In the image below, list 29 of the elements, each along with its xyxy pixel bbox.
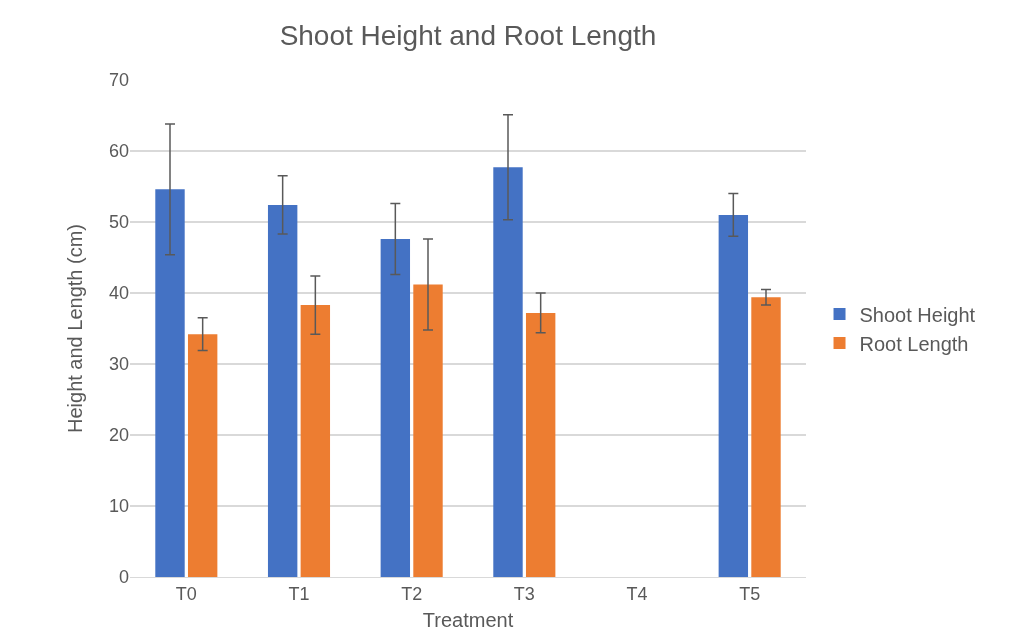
- x-tick-label: T5: [739, 583, 761, 604]
- y-tick-label: 0: [118, 567, 129, 588]
- y-tick-label: 20: [108, 425, 129, 446]
- bar: [267, 204, 298, 577]
- chart-title: Shoot Height and Root Length: [279, 20, 657, 52]
- y-tick-label: 60: [108, 141, 129, 162]
- legend-label: Shoot Height: [859, 303, 976, 326]
- y-tick-label: 70: [108, 70, 129, 91]
- y-tick-label: 50: [108, 212, 129, 233]
- bar: [718, 214, 749, 577]
- legend-label: Root Length: [859, 332, 969, 355]
- x-axis-title: Treatment: [422, 609, 514, 632]
- y-axis-title: Height and Length (cm): [64, 223, 87, 434]
- x-tick-label: T1: [288, 583, 310, 604]
- y-tick-label: 40: [108, 283, 129, 304]
- x-tick-label: T4: [626, 583, 648, 604]
- bar: [300, 305, 331, 577]
- y-tick-label: 30: [108, 354, 129, 375]
- bar: [525, 312, 556, 577]
- bar: [380, 239, 411, 577]
- x-tick-label: T2: [401, 583, 423, 604]
- x-tick-label: T3: [513, 583, 535, 604]
- bar: [751, 297, 781, 577]
- bar: [493, 167, 523, 577]
- bar: [155, 189, 185, 577]
- bar: [187, 334, 218, 577]
- bar: [413, 284, 443, 577]
- y-tick-label: 10: [108, 496, 129, 517]
- x-tick-label: T0: [175, 583, 197, 604]
